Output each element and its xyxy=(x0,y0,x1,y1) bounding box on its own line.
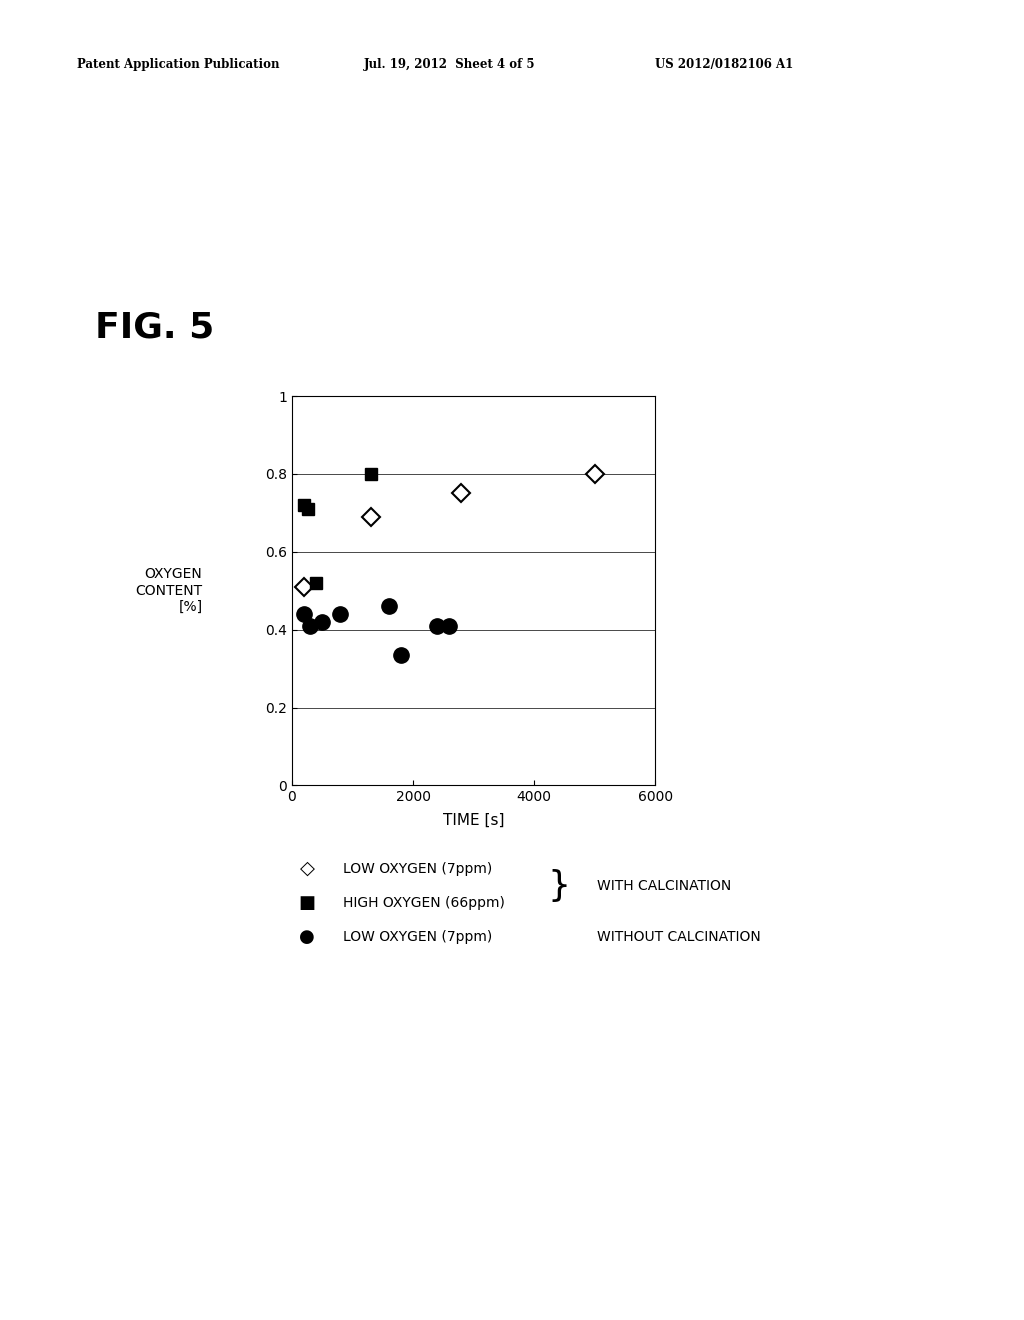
Text: Jul. 19, 2012  Sheet 4 of 5: Jul. 19, 2012 Sheet 4 of 5 xyxy=(364,58,535,71)
Y-axis label: OXYGEN
CONTENT
[%]: OXYGEN CONTENT [%] xyxy=(135,568,203,614)
Text: ●: ● xyxy=(299,928,315,946)
Text: LOW OXYGEN (7ppm): LOW OXYGEN (7ppm) xyxy=(343,862,493,875)
Text: Patent Application Publication: Patent Application Publication xyxy=(77,58,280,71)
Text: WITHOUT CALCINATION: WITHOUT CALCINATION xyxy=(597,931,761,944)
Text: HIGH OXYGEN (66ppm): HIGH OXYGEN (66ppm) xyxy=(343,896,505,909)
X-axis label: TIME [s]: TIME [s] xyxy=(442,813,505,828)
Text: ■: ■ xyxy=(299,894,315,912)
Text: }: } xyxy=(548,869,570,903)
Text: WITH CALCINATION: WITH CALCINATION xyxy=(597,879,731,892)
Text: ◇: ◇ xyxy=(300,859,314,878)
Text: US 2012/0182106 A1: US 2012/0182106 A1 xyxy=(655,58,794,71)
Text: LOW OXYGEN (7ppm): LOW OXYGEN (7ppm) xyxy=(343,931,493,944)
Text: FIG. 5: FIG. 5 xyxy=(95,310,214,345)
